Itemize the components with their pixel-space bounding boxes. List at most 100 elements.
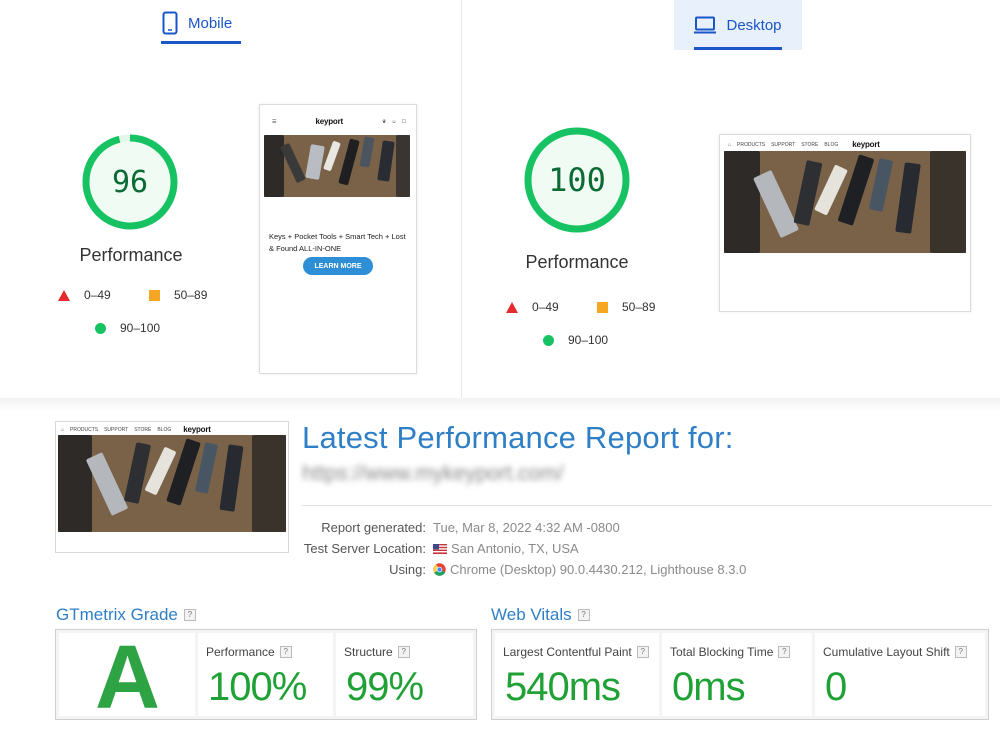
desktop-gauge-ring — [524, 127, 630, 233]
mobile-legend-poor: 0–49 — [58, 288, 111, 302]
desktop-nav-blog: BLOG — [824, 141, 839, 148]
report-url[interactable]: https://www.mykeyport.com/ — [302, 462, 564, 485]
meta-value: Tue, Mar 8, 2022 4:32 AM -0800 — [433, 520, 620, 535]
us-flag-icon — [433, 543, 447, 554]
lcp-cell: Largest Contentful Paint ? 540ms — [495, 633, 659, 716]
desktop-nav-store: STORE — [801, 141, 819, 148]
meta-key: Report generated: — [321, 520, 426, 535]
performance-label-row: Performance ? — [206, 645, 292, 659]
report-thumb-logo: keyport — [183, 425, 211, 434]
tbt-label: Total Blocking Time — [670, 645, 774, 659]
legend-average-range: 50–89 — [622, 300, 656, 314]
red-triangle-icon — [506, 301, 518, 313]
user-icon: ☺ — [391, 118, 397, 125]
report-page-screenshot: ⌂ PRODUCTS SUPPORT STORE BLOG keyport — [55, 421, 289, 553]
web-vitals-title: Web Vitals — [491, 605, 572, 624]
mobile-score-gauge: 96 — [81, 133, 179, 231]
web-vitals-card: Largest Contentful Paint ? 540ms Total B… — [491, 629, 989, 720]
desktop-hero-photo — [724, 151, 966, 253]
meta-using: Using: Chrome (Desktop) 90.0.4430.212, L… — [240, 562, 840, 577]
learn-more-button[interactable]: LEARN MORE — [303, 257, 373, 275]
meta-report-generated: Report generated: Tue, Mar 8, 2022 4:32 … — [240, 520, 840, 535]
desktop-monitor-icon — [694, 16, 717, 34]
thumb-nav-support: SUPPORT — [104, 426, 129, 433]
help-icon[interactable]: ? — [577, 609, 590, 621]
mobile-gauge-ring — [82, 134, 178, 230]
chrome-icon — [433, 563, 446, 576]
web-vitals-heading: Web Vitals ? — [491, 605, 590, 625]
thumb-nav-products: PRODUCTS — [70, 426, 99, 433]
legend-poor-range: 0–49 — [532, 300, 559, 314]
report-thumb-header: ⌂ PRODUCTS SUPPORT STORE BLOG keyport — [61, 425, 281, 434]
tab-mobile[interactable]: Mobile — [162, 4, 232, 42]
meta-value-wrap: Chrome (Desktop) 90.0.4430.212, Lighthou… — [433, 562, 746, 577]
mobile-preview-logo: keyport — [315, 117, 343, 126]
meta-value: San Antonio, TX, USA — [451, 541, 579, 556]
tbt-cell: Total Blocking Time ? 0ms — [662, 633, 812, 716]
gtmetrix-grade-card: A Performance ? 100% Structure ? 99% — [55, 628, 477, 728]
report-divider — [302, 505, 992, 506]
desktop-score: 100 — [548, 161, 606, 199]
mobile-legend-good: 90–100 — [95, 321, 160, 335]
desktop-legend-poor: 0–49 — [506, 300, 559, 314]
mobile-preview-caption: Keys + Pocket Tools + Smart Tech + Lost … — [269, 232, 406, 253]
mobile-page-screenshot: ☰ keyport ♛ ☺ ☐ Keys + Pocket Tools + Sm… — [259, 104, 417, 374]
help-icon[interactable]: ? — [397, 646, 410, 658]
crown-icon: ♛ — [381, 118, 387, 125]
orange-square-icon — [597, 301, 608, 313]
hamburger-menu-icon: ☰ — [272, 118, 277, 125]
help-icon[interactable]: ? — [183, 609, 196, 621]
performance-cell: Performance ? 100% — [198, 633, 333, 716]
green-circle-icon — [95, 322, 106, 334]
tbt-label-row: Total Blocking Time ? — [670, 645, 791, 659]
cls-value: 0 — [825, 665, 847, 709]
home-icon: ⌂ — [61, 426, 65, 433]
thumb-nav-store: STORE — [134, 426, 152, 433]
tab-desktop-label: Desktop — [726, 16, 782, 34]
orange-square-icon — [149, 289, 160, 301]
tab-desktop-active-indicator — [694, 47, 782, 50]
desktop-preview-logo: keyport — [852, 140, 880, 149]
desktop-nav-support: SUPPORT — [771, 141, 796, 148]
legend-good-range: 90–100 — [120, 321, 161, 335]
desktop-legend-average: 50–89 — [597, 300, 655, 314]
gtmetrix-grade-heading: GTmetrix Grade ? — [56, 605, 196, 625]
meta-value-wrap: Tue, Mar 8, 2022 4:32 AM -0800 — [433, 520, 620, 535]
help-icon[interactable]: ? — [778, 646, 791, 658]
mobile-phone-icon — [162, 11, 178, 35]
meta-key: Test Server Location: — [303, 541, 426, 556]
help-icon[interactable]: ? — [636, 646, 649, 658]
gtmetrix-grade-title: GTmetrix Grade — [56, 605, 178, 624]
mobile-preview-header: ☰ keyport ♛ ☺ ☐ — [272, 117, 406, 126]
tbt-value: 0ms — [672, 665, 746, 709]
report-hero-photo — [58, 435, 286, 532]
mobile-hero-photo — [264, 135, 410, 197]
desktop-performance-label: Performance — [525, 252, 629, 272]
legend-average-range: 50–89 — [174, 288, 208, 302]
structure-value: 99% — [346, 665, 424, 709]
lcp-value: 540ms — [505, 665, 621, 709]
red-triangle-icon — [58, 289, 70, 301]
mobile-legend-average: 50–89 — [149, 288, 207, 302]
grade-cell: A — [59, 628, 195, 728]
home-icon: ⌂ — [728, 141, 732, 148]
legend-good-range: 90–100 — [568, 333, 609, 347]
meta-value: Chrome (Desktop) 90.0.4430.212, Lighthou… — [450, 562, 747, 577]
help-icon[interactable]: ? — [954, 646, 967, 658]
cls-label-row: Cumulative Layout Shift ? — [823, 645, 967, 659]
report-title: Latest Performance Report for: — [302, 420, 734, 455]
tab-desktop[interactable]: Desktop — [674, 0, 802, 50]
grade-letter: A — [95, 628, 160, 728]
cls-label: Cumulative Layout Shift — [823, 645, 950, 659]
desktop-preview-header: ⌂ PRODUCTS SUPPORT STORE BLOG keyport — [728, 140, 964, 149]
cart-icon: ☐ — [401, 118, 406, 125]
mobile-performance-label: Performance — [79, 245, 183, 265]
help-icon[interactable]: ? — [279, 646, 292, 658]
structure-cell: Structure ? 99% — [336, 633, 473, 716]
meta-test-server-location: Test Server Location: San Antonio, TX, U… — [240, 541, 840, 556]
meta-key: Using: — [389, 562, 426, 577]
green-circle-icon — [543, 334, 554, 346]
thumb-nav-blog: BLOG — [157, 426, 172, 433]
performance-value: 100% — [208, 665, 307, 709]
mobile-score: 96 — [111, 164, 149, 200]
